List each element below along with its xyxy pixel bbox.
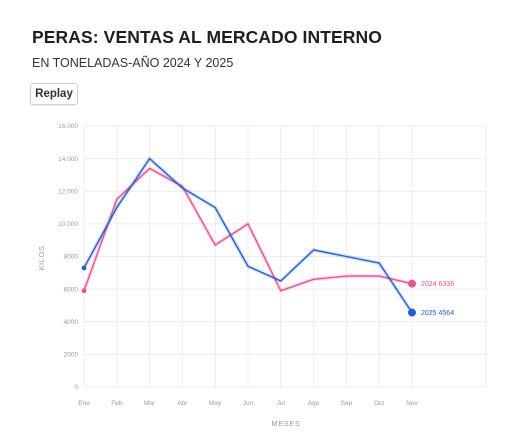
series-line-2024 xyxy=(83,167,413,292)
replay-button[interactable]: Replay xyxy=(30,83,78,105)
y-tick-label: 6000 xyxy=(64,286,79,293)
series-end-point-2024 xyxy=(408,279,416,288)
y-tick-label: 12.000 xyxy=(58,188,78,195)
y-tick-label: 8000 xyxy=(64,254,79,261)
series-end-label-2025: 2025 4564 xyxy=(421,310,454,317)
axes: 0 2000 4000 6000 8000 10.000 12.000 14.000 16.00… xyxy=(58,123,418,407)
x-axis-label: MESES xyxy=(271,419,300,428)
x-tick-label: May xyxy=(209,400,222,407)
x-tick-label: Ago xyxy=(308,400,320,407)
grid xyxy=(83,125,487,388)
y-tick-label: 10.000 xyxy=(58,221,78,228)
y-tick-label: 4000 xyxy=(64,319,79,326)
series-end-label-2024: 2024 6336 xyxy=(421,281,454,288)
x-tick-label: Jul xyxy=(277,400,286,407)
x-tick-label: Sep xyxy=(341,400,353,407)
x-tick-label: Ene xyxy=(78,400,90,407)
series-start-point-2024 xyxy=(81,288,87,294)
x-tick-label: Mar xyxy=(144,400,156,407)
series-line-2025 xyxy=(83,157,413,313)
series-end-point-2025 xyxy=(408,308,416,317)
x-tick-label: Jun xyxy=(243,400,254,407)
chart-subtitle: EN TONELADAS-AÑO 2024 Y 2025 xyxy=(32,56,234,70)
y-tick-label: 2000 xyxy=(64,352,79,359)
x-tick-label: Abr xyxy=(177,400,188,407)
x-tick-label: Nov xyxy=(406,400,418,407)
y-tick-label: 14.000 xyxy=(58,156,78,163)
chart-title: PERAS: VENTAS AL MERCADO INTERNO xyxy=(32,27,382,47)
x-tick-label: Oct xyxy=(374,400,384,407)
series-start-point-2025 xyxy=(81,265,87,271)
x-tick-label: Feb xyxy=(111,400,123,407)
series: 2024 6336 2025 4564 xyxy=(81,156,454,317)
y-tick-label: 16.000 xyxy=(58,123,78,130)
y-axis-label: KILOS xyxy=(37,245,46,270)
y-tick-label: 0 xyxy=(74,384,78,391)
